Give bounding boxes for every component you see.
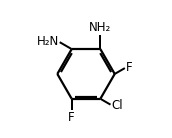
Text: F: F bbox=[126, 61, 132, 74]
Text: NH₂: NH₂ bbox=[89, 21, 111, 34]
Text: H₂N: H₂N bbox=[37, 35, 59, 48]
Text: Cl: Cl bbox=[111, 99, 123, 112]
Text: F: F bbox=[68, 111, 75, 124]
